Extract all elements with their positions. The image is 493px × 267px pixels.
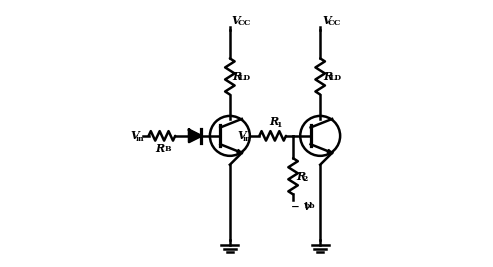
Polygon shape bbox=[189, 130, 201, 142]
Text: V: V bbox=[130, 130, 139, 142]
Text: R: R bbox=[269, 116, 279, 127]
Text: R: R bbox=[296, 171, 305, 182]
Text: R: R bbox=[155, 143, 164, 154]
Text: R: R bbox=[233, 71, 242, 82]
Text: V: V bbox=[322, 15, 331, 26]
Polygon shape bbox=[237, 150, 242, 153]
Polygon shape bbox=[327, 150, 332, 153]
Text: CC: CC bbox=[238, 19, 251, 27]
Text: 1: 1 bbox=[276, 121, 282, 129]
Text: V: V bbox=[232, 15, 241, 26]
Text: bb: bb bbox=[305, 202, 316, 210]
Text: 2: 2 bbox=[302, 175, 307, 183]
Text: − V: − V bbox=[291, 203, 311, 212]
Text: V: V bbox=[237, 130, 246, 142]
Text: R: R bbox=[323, 71, 332, 82]
Text: B: B bbox=[165, 145, 171, 153]
Text: in: in bbox=[136, 135, 144, 143]
Text: LD: LD bbox=[239, 74, 251, 82]
Text: LD: LD bbox=[329, 74, 341, 82]
Text: in: in bbox=[243, 135, 251, 143]
Text: CC: CC bbox=[328, 19, 341, 27]
